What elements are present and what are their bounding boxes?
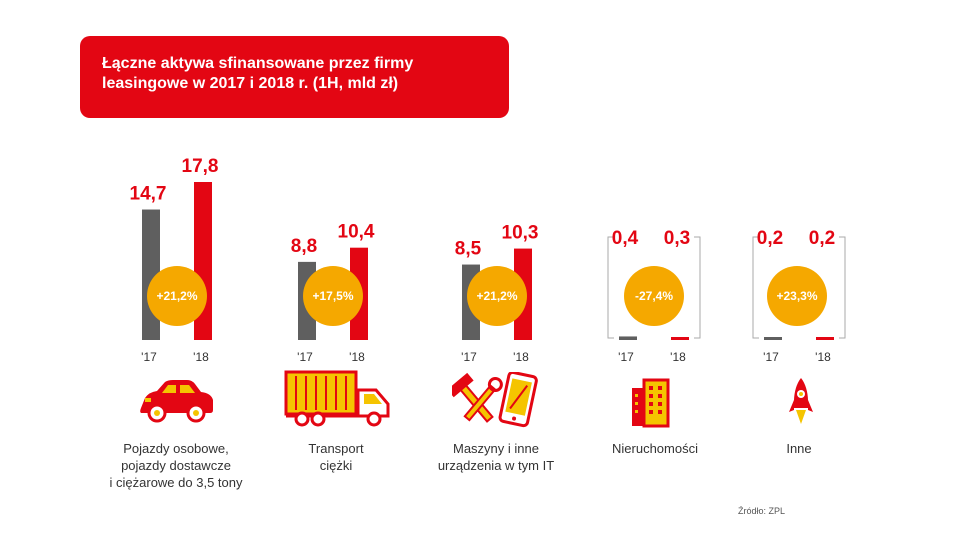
value-label-2018-real-estate: 0,3 [664,228,690,249]
category-label-line: Transport [308,441,364,456]
change-label-heavy-transport: +17,5% [312,289,353,303]
change-circle-machines [467,266,527,326]
chart-title-line-2: leasingowe w 2017 i 2018 r. (1H, mld zł) [102,75,399,92]
chart-title-line-1: Łączne aktywa sfinansowane przez firmy [102,55,414,72]
category-label-heavy-transport: Transport ciężki [261,440,411,474]
car-icon [140,380,213,423]
bar-2018-other [816,337,834,340]
x-tick-2018-vehicles: '18 [193,350,209,364]
x-tick-2017-machines: '17 [461,350,477,364]
category-label-machines: Maszyny i inne urządzenia w tym IT [421,440,571,474]
category-label-line: Maszyny i inne [453,441,539,456]
category-label-other: Inne [724,440,874,457]
bar-2017-real-estate [619,336,637,340]
change-circle-heavy-transport [303,266,363,326]
category-label-vehicles: Pojazdy osobowe, pojazdy dostawcze i cię… [101,440,251,491]
chart-title-box: Łączne aktywa sfinansowane przez firmy l… [80,36,509,118]
value-label-2017-heavy-transport: 8,8 [291,236,317,257]
x-tick-2017-vehicles: '17 [141,350,157,364]
bar-2017-other [764,337,782,340]
change-label-real-estate: -27,4% [635,289,673,303]
truck-icon [284,370,390,427]
value-label-2018-other: 0,2 [809,228,835,249]
value-label-2017-machines: 8,5 [455,239,482,260]
change-circle-real-estate [624,266,684,326]
value-label-2017-vehicles: 14,7 [130,184,167,205]
x-tick-2017-heavy-transport: '17 [297,350,313,364]
x-tick-2018-heavy-transport: '18 [349,350,365,364]
change-circle-vehicles [147,266,207,326]
category-label-real-estate: Nieruchomości [580,440,730,457]
change-label-vehicles: +21,2% [156,289,197,303]
rocket-icon [789,378,813,424]
category-label-line: Inne [786,441,812,456]
value-label-2017-other: 0,2 [757,228,783,249]
tools-phone-icon [452,372,538,428]
building-icon [632,378,670,428]
category-label-line: Nieruchomości [612,441,698,456]
value-label-2018-vehicles: 17,8 [182,156,219,177]
category-label-line: urządzenia w tym IT [437,458,555,473]
category-label-line: Pojazdy osobowe, [123,441,229,456]
value-label-2018-heavy-transport: 10,4 [338,222,375,243]
x-tick-2018-other: '18 [815,350,831,364]
category-label-line: i ciężarowe do 3,5 tony [109,475,243,490]
zoom-bracket-other [752,236,846,339]
category-label-line: pojazdy dostawcze [121,458,231,473]
change-label-machines: +21,2% [476,289,517,303]
value-label-2018-machines: 10,3 [502,223,539,244]
x-tick-2018-machines: '18 [513,350,529,364]
x-tick-2018-real-estate: '18 [670,350,686,364]
zoom-bracket-real-estate [607,236,701,339]
x-tick-2017-real-estate: '17 [618,350,634,364]
bar-2018-real-estate [671,337,689,340]
change-label-other: +23,3% [776,289,817,303]
change-circle-other [767,266,827,326]
x-tick-2017-other: '17 [763,350,779,364]
source-note: Źródło: ZPL [738,506,786,516]
value-label-2017-real-estate: 0,4 [612,228,639,249]
category-label-line: ciężki [319,458,353,473]
